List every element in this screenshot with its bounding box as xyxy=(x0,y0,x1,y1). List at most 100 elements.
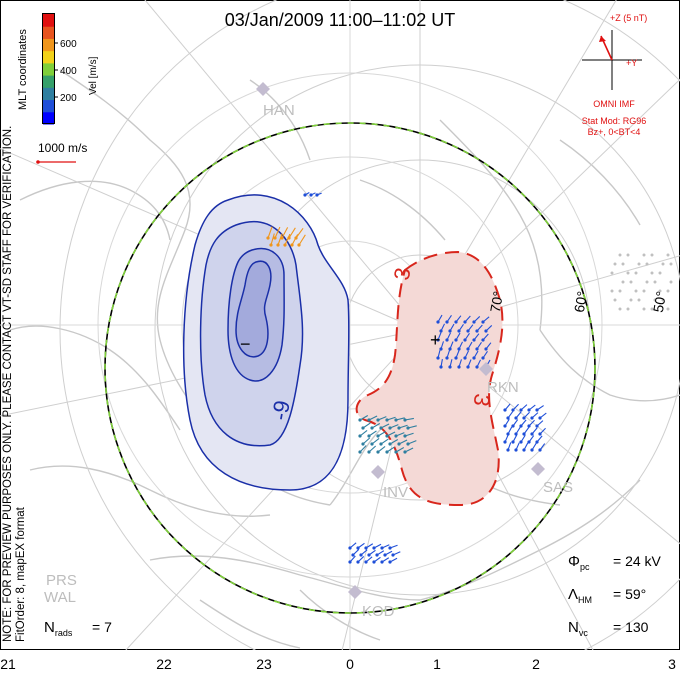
velocity-vector xyxy=(368,549,376,556)
colorbar-tick-600: 600 xyxy=(60,39,77,50)
velocity-vector xyxy=(482,316,490,323)
station-marker-han xyxy=(256,82,270,96)
coverage-dot xyxy=(650,253,654,257)
velocity-vector xyxy=(523,427,530,435)
velocity-vector xyxy=(368,445,377,453)
station-marker-kod xyxy=(348,585,362,599)
velocity-vector xyxy=(381,557,390,563)
velocity-vector xyxy=(389,544,398,549)
imf-condition-label: Bz+, 0<BT<4 xyxy=(588,127,641,137)
potential-minimum-marker: − xyxy=(240,334,251,354)
colorbar-tick-200: 200 xyxy=(60,93,77,104)
velocity-vector xyxy=(449,341,454,350)
velocity-vector xyxy=(520,434,526,443)
velocity-vector xyxy=(398,439,408,445)
velocity-vector xyxy=(407,425,417,429)
colorbar-segment xyxy=(43,26,54,39)
lat-label-70: 70° xyxy=(487,290,506,314)
velocity-colorbar: 600 400 200 Vel [m/s] MLT coordinates xyxy=(17,13,99,125)
coverage-dot xyxy=(610,271,614,275)
velocity-vector xyxy=(377,416,387,421)
colorbar-segment xyxy=(43,75,54,88)
velocity-vector xyxy=(520,404,528,411)
lambda-hm-symbol: ΛHM xyxy=(568,586,592,605)
station-marker-rkn xyxy=(479,362,493,376)
velocity-vector xyxy=(473,316,481,323)
phi-pc-value: = 24 kV xyxy=(613,553,662,569)
velocity-vector xyxy=(485,342,492,350)
velocity-vector xyxy=(504,403,511,411)
imf-z-label: +Z (5 nT) xyxy=(610,13,647,23)
potential-maximum-marker: + xyxy=(430,330,441,350)
velocity-vector xyxy=(407,440,417,445)
velocity-vector xyxy=(360,549,368,556)
velocity-vector xyxy=(404,447,414,453)
velocity-vector xyxy=(536,420,544,427)
velocity-vector xyxy=(458,359,462,368)
velocity-vector xyxy=(291,234,299,246)
station-label-inv: INV xyxy=(383,484,408,501)
station-label-sas: SAS xyxy=(543,479,573,496)
velocity-vector xyxy=(380,438,389,445)
colorbar-segment xyxy=(43,99,54,113)
coverage-dot xyxy=(629,298,633,302)
colorbar-segment xyxy=(43,14,54,27)
velocity-vector xyxy=(368,430,377,437)
velocity-vector xyxy=(446,332,452,341)
coverage-dot xyxy=(642,253,646,257)
velocity-vector xyxy=(359,445,367,453)
coverage-dot xyxy=(666,253,670,257)
station-marker-sas xyxy=(531,462,545,476)
velocity-vector xyxy=(386,446,395,453)
colorbar-segment xyxy=(43,62,54,76)
velocity-vector xyxy=(464,333,470,341)
coverage-dot xyxy=(666,307,670,311)
positive-contour-label-lower: 3 xyxy=(468,392,495,408)
lambda-hm-value: = 59° xyxy=(613,586,646,602)
velocity-vector xyxy=(507,411,514,419)
velocity-vector xyxy=(377,431,387,437)
velocity-vector xyxy=(349,542,357,549)
velocity-vector xyxy=(476,359,482,368)
velocity-vector xyxy=(376,550,385,556)
station-markers xyxy=(256,82,545,599)
velocity-vector xyxy=(507,442,512,451)
coverage-dot xyxy=(618,289,622,293)
velocity-vector xyxy=(359,415,369,421)
velocity-vector xyxy=(395,432,405,437)
velocity-vector xyxy=(357,556,365,563)
coverage-dot xyxy=(626,253,630,257)
station-label-rkn: RKN xyxy=(487,379,519,396)
radar-coverage-dots xyxy=(610,253,673,311)
coverage-dot xyxy=(661,262,665,266)
n-vc-value: = 130 xyxy=(613,619,649,635)
coverage-dot xyxy=(669,262,673,266)
coverage-dot xyxy=(666,289,670,293)
coverage-dot xyxy=(637,298,641,302)
velocity-vector xyxy=(464,350,470,359)
scale-vector: 1000 m/s xyxy=(36,141,87,164)
fit-statistics: Φpc = 24 kV ΛHM = 59° Nvc = 130 Nrads = … xyxy=(44,553,662,638)
velocity-vector xyxy=(449,323,455,332)
velocity-vector xyxy=(395,417,405,421)
velocity-vector xyxy=(389,439,399,445)
velocity-vector xyxy=(368,415,378,421)
coverage-dot xyxy=(634,289,638,293)
colorbar-segment xyxy=(43,87,54,101)
velocity-vector xyxy=(458,324,464,332)
mlt-tick-22: 22 xyxy=(156,656,172,672)
coverage-dot xyxy=(645,262,649,266)
coverage-dot xyxy=(658,289,662,293)
velocity-vector xyxy=(392,551,401,556)
velocity-vector xyxy=(362,437,371,445)
velocity-vector xyxy=(404,417,414,421)
velocity-vector xyxy=(371,423,381,429)
velocity-vector xyxy=(458,341,464,350)
coverage-dot xyxy=(642,289,646,293)
coverage-dot xyxy=(626,307,630,311)
velocity-vector xyxy=(528,419,535,427)
station-marker-inv xyxy=(371,465,385,479)
mlt-tick-1: 1 xyxy=(433,656,441,672)
velocity-vector xyxy=(446,315,452,323)
